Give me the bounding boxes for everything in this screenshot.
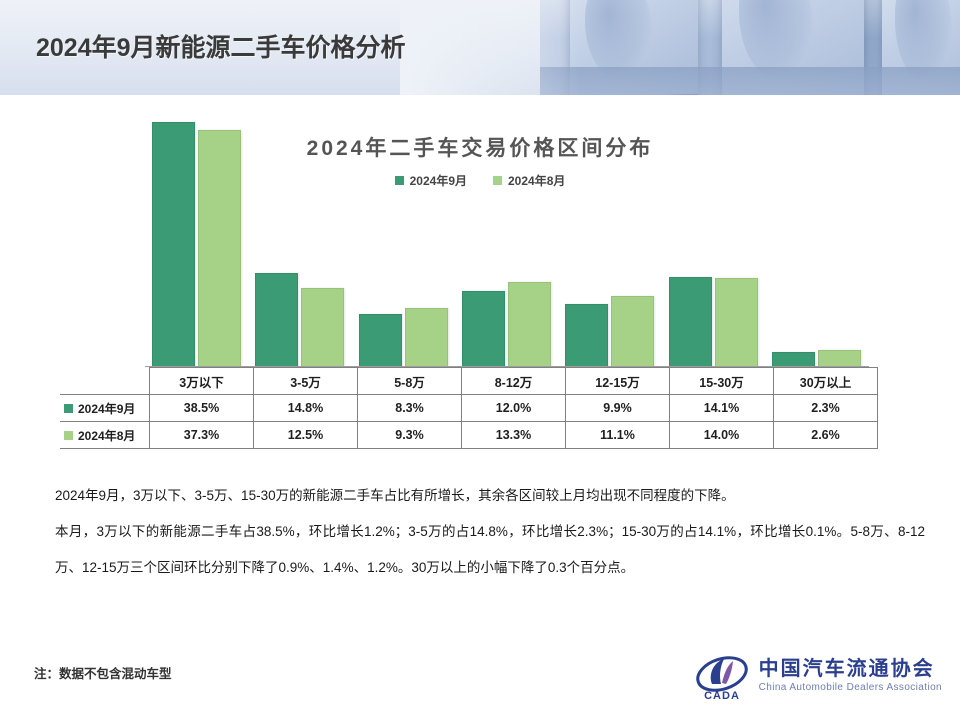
bar-current xyxy=(152,122,196,367)
chart-title: 2024年二手车交易价格区间分布 xyxy=(306,137,654,160)
bar-previous xyxy=(611,296,655,367)
legend-swatch-icon xyxy=(493,176,502,185)
table-cell: 11.1% xyxy=(565,421,670,449)
bar-previous xyxy=(301,287,345,367)
table-col-header: 5-8万 xyxy=(357,367,462,395)
bar-previous xyxy=(714,278,758,367)
table-row: 2024年9月 38.5% 14.8% 8.3% 12.0% 9.9% 14.1… xyxy=(60,394,878,422)
table-cell: 12.5% xyxy=(253,421,358,449)
legend-swatch-icon xyxy=(394,176,404,185)
legend-label: 2024年8月 xyxy=(508,174,566,188)
table-row-label-text: 2024年8月 xyxy=(78,428,136,443)
cada-logo: CADA 中国汽车流通协会 China Automobile Dealers A… xyxy=(694,650,942,702)
table-cell: 14.8% xyxy=(253,394,358,422)
svg-text:CADA: CADA xyxy=(704,690,740,702)
bar-group xyxy=(145,100,248,367)
table-cell: 37.3% xyxy=(149,421,254,449)
table-cell: 38.5% xyxy=(149,394,254,422)
table-row-label: 2024年8月 xyxy=(60,421,150,449)
bar-current xyxy=(565,304,609,367)
table-cell: 9.9% xyxy=(565,394,670,422)
table-cell: 8.3% xyxy=(357,394,462,422)
table-col-header: 12-15万 xyxy=(565,367,670,395)
analysis-paragraph-2: 本月，3万以下的新能源二手车占38.5%，环比增长1.2%；3-5万的占14.8… xyxy=(55,524,925,575)
bar-current xyxy=(668,277,712,367)
table-col-header: 3-5万 xyxy=(253,367,358,395)
bar-previous xyxy=(817,350,861,367)
table-row: 2024年8月 37.3% 12.5% 9.3% 13.3% 11.1% 14.… xyxy=(60,421,878,449)
cada-logo-text: 中国汽车流通协会 China Automobile Dealers Associ… xyxy=(759,659,942,693)
table-cell: 14.0% xyxy=(669,421,774,449)
chart-plot-area xyxy=(145,100,868,367)
header-gradient-fade xyxy=(400,0,580,95)
analysis-paragraph-1: 2024年9月，3万以下、3-5万、15-30万的新能源二手车占比有所增长，其余… xyxy=(55,488,735,503)
header-decorative-image xyxy=(540,0,960,95)
table-cell: 13.3% xyxy=(461,421,566,449)
bar-group xyxy=(248,100,351,367)
chart-legend: 2024年9月 2024年8月 xyxy=(0,172,960,189)
cada-logo-chinese: 中国汽车流通协会 xyxy=(758,658,935,680)
table-header-row: 3万以下 3-5万 5-8万 8-12万 12-15万 15-30万 30万以上 xyxy=(60,367,878,395)
table-cell: 9.3% xyxy=(357,421,462,449)
bar-current xyxy=(358,314,402,367)
series-swatch-icon xyxy=(64,403,73,413)
bar-current xyxy=(771,352,815,367)
analysis-text: 2024年9月，3万以下、3-5万、15-30万的新能源二手车占比有所增长，其余… xyxy=(55,478,925,586)
bar-group xyxy=(455,100,558,367)
table-cell: 2.6% xyxy=(773,421,878,449)
slide-header: 2024年9月新能源二手车价格分析 xyxy=(0,0,960,95)
bar-current xyxy=(255,272,299,367)
bar-previous xyxy=(198,129,242,367)
legend-label: 2024年9月 xyxy=(409,174,467,188)
bar-group xyxy=(661,100,764,367)
chart-x-axis xyxy=(145,366,868,367)
bar-group xyxy=(352,100,455,367)
table-cell: 2.3% xyxy=(773,394,878,422)
table-cell: 14.1% xyxy=(669,394,774,422)
table-col-header: 15-30万 xyxy=(669,367,774,395)
bar-current xyxy=(461,290,505,367)
data-table: 3万以下 3-5万 5-8万 8-12万 12-15万 15-30万 30万以上… xyxy=(60,367,878,449)
bar-previous xyxy=(507,282,551,367)
cada-logo-english: China Automobile Dealers Association xyxy=(758,682,942,693)
bar-group xyxy=(765,100,868,367)
table-col-header: 3万以下 xyxy=(149,367,254,395)
legend-item-previous: 2024年8月 xyxy=(493,172,565,189)
cada-logo-icon: CADA xyxy=(694,650,750,702)
table-cell: 12.0% xyxy=(461,394,566,422)
chart-container: 2024年二手车交易价格区间分布 2024年9月 2024年8月 xyxy=(0,100,960,460)
footnote: 注：数据不包含混动车型 xyxy=(34,667,172,681)
series-swatch-icon xyxy=(64,430,73,440)
table-row-label: 2024年9月 xyxy=(60,394,150,422)
legend-item-current: 2024年9月 xyxy=(394,172,467,189)
table-corner-cell xyxy=(60,368,150,395)
bar-previous xyxy=(404,307,448,367)
bar-group xyxy=(558,100,661,367)
table-row-label-text: 2024年9月 xyxy=(78,401,136,416)
table-col-header: 8-12万 xyxy=(461,367,566,395)
page-title: 2024年9月新能源二手车价格分析 xyxy=(36,34,406,62)
decorative-floor xyxy=(540,67,960,95)
table-col-header: 30万以上 xyxy=(773,367,878,395)
